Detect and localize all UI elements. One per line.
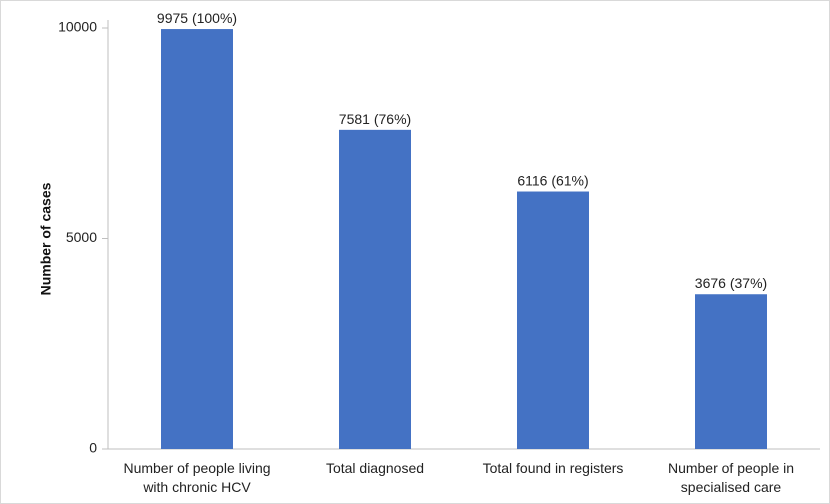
y-tick-label: 5000 (66, 229, 97, 245)
category-label: Total found in registers (483, 460, 624, 476)
y-axis-title: Number of cases (38, 182, 54, 295)
plot-area: 0 5000 10000 9975 (100%) Number of people li… (58, 10, 820, 495)
data-label: 7581 (76%) (339, 111, 411, 127)
data-label: 9975 (100%) (157, 10, 237, 26)
category-label: Number of people in (668, 460, 794, 476)
category-label: Total diagnosed (326, 460, 424, 476)
y-tick-label: 0 (89, 440, 97, 456)
bar (695, 294, 767, 449)
category-label: with chronic HCV (142, 479, 251, 495)
category-label: Number of people living (123, 460, 270, 476)
bar (339, 129, 411, 449)
y-tick-label: 10000 (58, 19, 97, 35)
data-label: 6116 (61%) (517, 173, 588, 189)
bar (161, 29, 233, 450)
category-label: specialised care (681, 479, 782, 495)
bar (517, 191, 589, 449)
data-label: 3676 (37%) (695, 275, 767, 291)
